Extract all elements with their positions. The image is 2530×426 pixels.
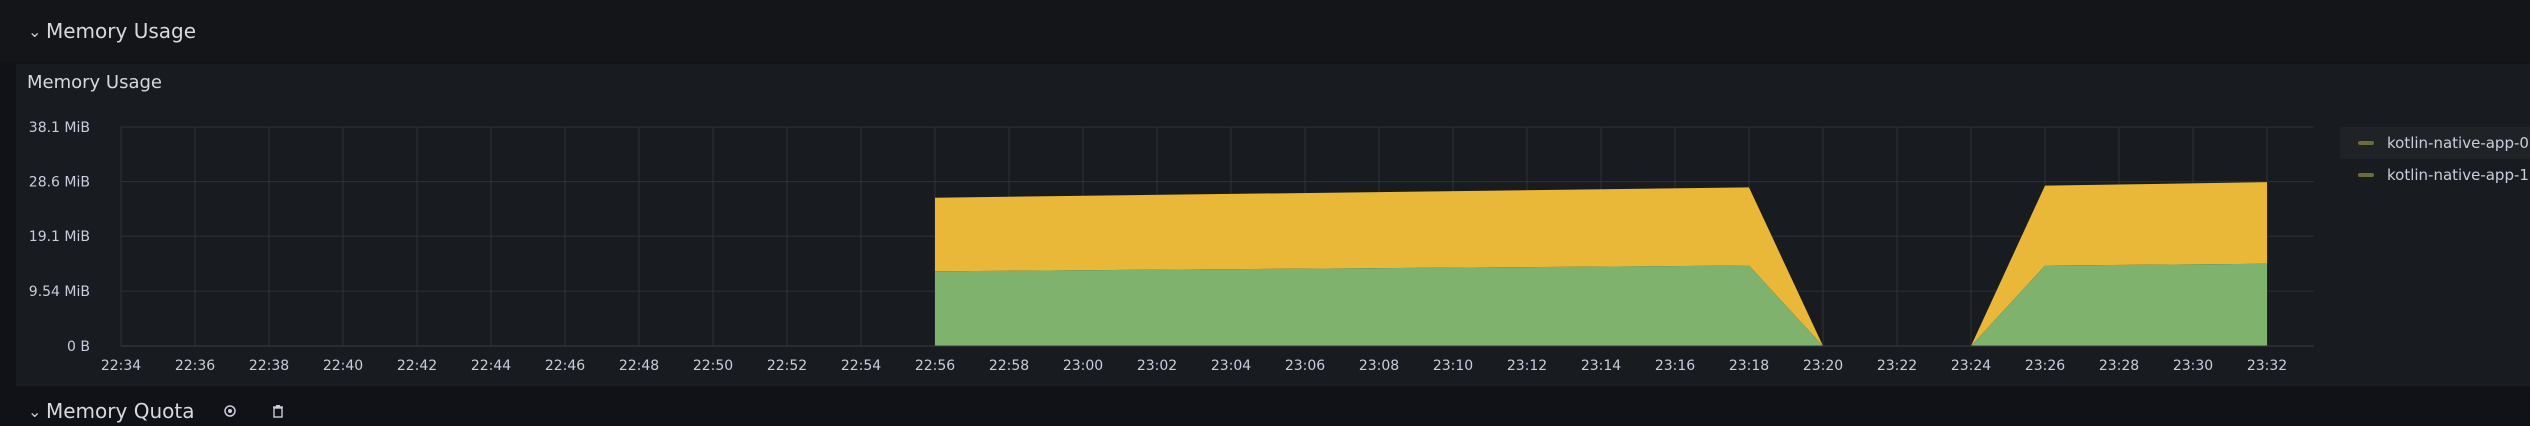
x-tick-label: 22:34 <box>101 358 141 374</box>
x-tick-label: 22:58 <box>989 358 1029 374</box>
x-tick-label: 23:08 <box>1359 358 1399 374</box>
trash-icon[interactable] <box>268 401 288 421</box>
y-tick-label: 28.6 MiB <box>29 175 90 191</box>
y-tick-label: 19.1 MiB <box>29 229 90 245</box>
x-tick-label: 22:52 <box>767 358 807 374</box>
legend-label: kotlin-native-app-1 <box>2387 166 2529 184</box>
x-tick-label: 23:04 <box>1211 358 1251 374</box>
y-tick-label: 0 B <box>67 339 90 355</box>
series-swatch <box>2358 141 2374 145</box>
x-tick-label: 23:02 <box>1137 358 1177 374</box>
x-tick-label: 22:54 <box>841 358 881 374</box>
x-tick-label: 22:48 <box>619 358 659 374</box>
x-tick-label: 22:50 <box>693 358 733 374</box>
series-swatch <box>2358 173 2374 177</box>
x-tick-label: 23:32 <box>2247 358 2287 374</box>
x-tick-label: 23:00 <box>1063 358 1103 374</box>
x-tick-label: 22:46 <box>545 358 585 374</box>
x-tick-label: 23:20 <box>1803 358 1843 374</box>
row-header-memory-quota[interactable]: ⌄ Memory Quota <box>0 396 2530 426</box>
x-tick-label: 22:36 <box>175 358 215 374</box>
x-tick-label: 23:28 <box>2099 358 2139 374</box>
row-header-memory-usage[interactable]: ⌄ Memory Usage <box>0 0 2530 62</box>
x-tick-label: 23:14 <box>1581 358 1621 374</box>
chevron-down-icon[interactable]: ⌄ <box>28 401 42 421</box>
legend-item-app-0[interactable]: kotlin-native-app-0 <box>2340 127 2530 159</box>
x-tick-label: 22:40 <box>323 358 363 374</box>
legend-item-app-1[interactable]: kotlin-native-app-1 <box>2340 159 2530 191</box>
x-tick-label: 23:18 <box>1729 358 1769 374</box>
x-tick-label: 22:38 <box>249 358 289 374</box>
x-tick-label: 23:16 <box>1655 358 1695 374</box>
series-area-app-0 <box>1971 263 2267 346</box>
memory-usage-chart: 0 B 9.54 MiB 19.1 MiB 28.6 MiB 38.1 MiB 22:34… <box>29 120 2314 374</box>
row-title: Memory Usage <box>46 19 197 43</box>
x-tick-label: 23:10 <box>1433 358 1473 374</box>
x-tick-label: 22:44 <box>471 358 511 374</box>
x-tick-label: 23:22 <box>1877 358 1917 374</box>
legend: kotlin-native-app-0 kotlin-native-app-1 <box>2340 127 2530 191</box>
panel-title[interactable]: Memory Usage <box>27 72 163 93</box>
memory-usage-panel: Memory Usage 0 B 9.54 MiB 19.1 MiB 28.6 MiB… <box>16 64 2530 386</box>
x-tick-label: 22:42 <box>397 358 437 374</box>
y-tick-label: 38.1 MiB <box>29 120 90 136</box>
x-tick-label: 23:06 <box>1285 358 1325 374</box>
x-tick-label: 22:56 <box>915 358 955 374</box>
series-area-app-0 <box>935 265 1823 346</box>
y-tick-label: 9.54 MiB <box>29 284 90 300</box>
x-tick-label: 23:24 <box>1951 358 1991 374</box>
x-tick-label: 23:26 <box>2025 358 2065 374</box>
x-tick-label: 23:30 <box>2173 358 2213 374</box>
gear-icon[interactable] <box>220 401 240 421</box>
series-area-app-1 <box>1971 182 2267 346</box>
series-area-app-1 <box>935 187 1823 346</box>
row-title: Memory Quota <box>46 399 195 423</box>
legend-label: kotlin-native-app-0 <box>2387 134 2529 152</box>
x-tick-label: 23:12 <box>1507 358 1547 374</box>
chevron-down-icon[interactable]: ⌄ <box>28 21 42 41</box>
